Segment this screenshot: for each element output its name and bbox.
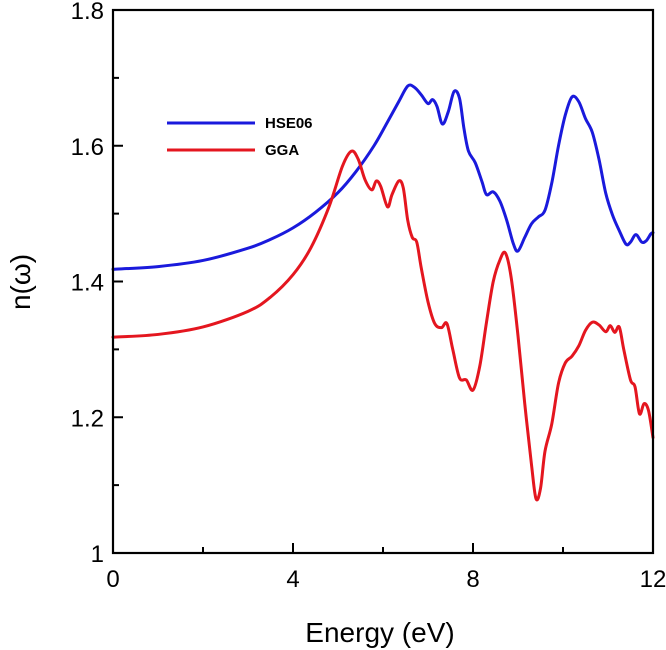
legend-label-gga: GGA <box>265 142 299 159</box>
x-tick-label: 0 <box>106 566 119 593</box>
series-layer <box>111 83 655 502</box>
x-tick-label: 12 <box>640 566 666 593</box>
x-tick-label: 8 <box>466 566 479 593</box>
y-axis-title: n(ω) <box>5 254 36 310</box>
series-line-hse06 <box>111 83 655 271</box>
tick-layer: 0 4 8 12 1 1.2 1.4 1.6 1.8 <box>71 0 666 593</box>
x-tick-label: 4 <box>286 566 299 593</box>
plot-frame <box>111 8 655 555</box>
y-tick-label: 1 <box>91 541 104 568</box>
legend: HSE06 GGA <box>167 115 313 159</box>
x-axis-title: Energy (eV) <box>305 617 454 648</box>
y-tick-label: 1.6 <box>71 134 104 161</box>
y-tick-label: 1.2 <box>71 405 104 432</box>
legend-label-hse06: HSE06 <box>265 115 313 132</box>
y-tick-label: 1.4 <box>71 270 104 297</box>
y-tick-label: 1.8 <box>71 0 104 25</box>
series-line-gga <box>111 149 655 502</box>
